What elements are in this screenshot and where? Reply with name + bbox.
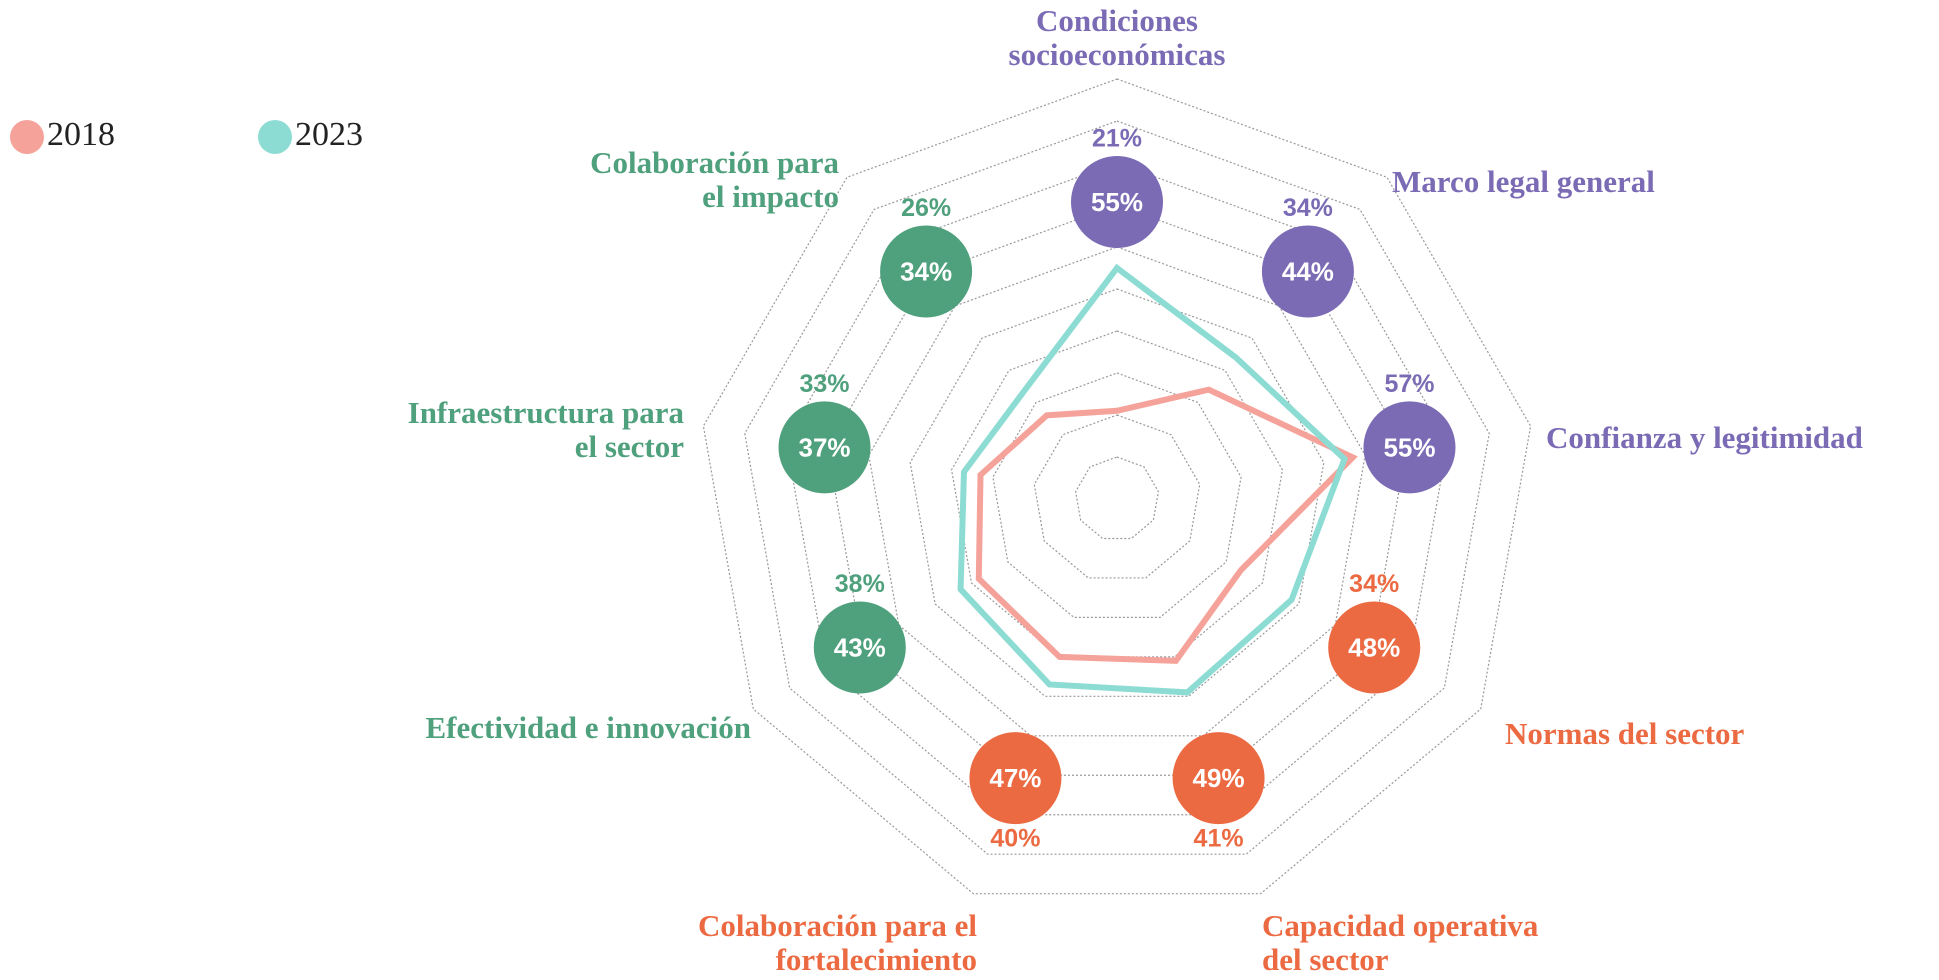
value-label: 55% (1091, 187, 1143, 217)
category-label: Colaboración para el impacto (590, 145, 839, 214)
category-label: Capacidad operativa del sector (1262, 908, 1539, 977)
value-label: 47% (989, 763, 1041, 793)
value-bubble (969, 732, 1062, 825)
value-bubble (1261, 225, 1354, 318)
value-label: 43% (834, 632, 886, 662)
value-bubble (1172, 732, 1265, 825)
value-bubble (1071, 156, 1163, 248)
series-line (957, 263, 1349, 696)
category-label: Efectividad e innovación (425, 710, 751, 745)
value-bubble (778, 401, 871, 494)
grid-ring (785, 162, 1449, 816)
grid-ring (1075, 456, 1159, 540)
value-label: 37% (798, 432, 850, 462)
grid-ring (1033, 414, 1201, 579)
grid-ring (909, 288, 1325, 697)
value-bubble (880, 225, 973, 318)
value-bubble (813, 601, 906, 694)
category-label: Colaboración para el fortalecimiento (698, 908, 977, 977)
value-label: 38% (835, 570, 885, 598)
grid-ring (992, 372, 1242, 619)
value-label: 55% (1383, 432, 1435, 462)
category-label: Confianza y legitimidad (1546, 420, 1863, 455)
value-label: 26% (901, 194, 951, 222)
category-label: Infraestructura para el sector (407, 395, 684, 464)
category-label: Normas del sector (1505, 716, 1745, 751)
value-label: 40% (990, 825, 1040, 853)
value-label: 44% (1282, 256, 1334, 286)
grid-ring (826, 204, 1408, 776)
series-line (975, 386, 1358, 664)
value-label: 48% (1348, 632, 1400, 662)
value-bubble (1328, 601, 1421, 694)
legend-label: 2018 (47, 116, 115, 153)
value-label: 33% (799, 370, 849, 398)
value-label: 49% (1193, 763, 1245, 793)
grid-ring (950, 330, 1284, 658)
legend-swatch (258, 120, 292, 154)
value-label: 34% (900, 256, 952, 286)
value-label: 57% (1384, 370, 1434, 398)
legend-label: 2023 (295, 116, 363, 153)
grid-ring (868, 246, 1366, 737)
value-label: 34% (1283, 194, 1333, 222)
value-label: 34% (1349, 570, 1399, 598)
grid-ring (702, 78, 1532, 895)
value-label: 21% (1092, 125, 1142, 153)
value-bubble (1363, 401, 1456, 494)
legend-swatch (10, 120, 44, 154)
category-label: Condiciones socioeconómicas (1008, 3, 1226, 72)
category-label: Marco legal general (1392, 164, 1655, 199)
value-label: 41% (1194, 825, 1244, 853)
